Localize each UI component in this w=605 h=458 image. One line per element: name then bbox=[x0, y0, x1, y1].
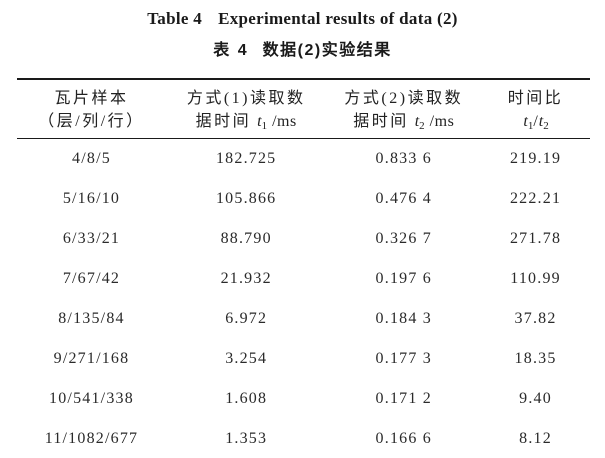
caption-text-cn: 数据(2)实验结果 bbox=[262, 42, 392, 59]
cell-t2: 0.476 4 bbox=[375, 190, 432, 207]
table-row: 10/541/338 1.608 0.171 2 9.40 bbox=[17, 379, 590, 419]
cell-t1: 105.866 bbox=[215, 190, 277, 207]
col-header-tile-sample-line2: （层/列/行） bbox=[38, 113, 145, 130]
cell-t1: 6.972 bbox=[225, 310, 268, 327]
col-header-tile-sample: 瓦片样本 （层/列/行） bbox=[17, 79, 166, 139]
cell-ratio: 222.21 bbox=[509, 190, 562, 207]
col-header-method2-time: 方式(2)读取数 据时间 t2/ms bbox=[326, 79, 482, 139]
col-header-method1-time: 方式(1)读取数 据时间 t1/ms bbox=[165, 79, 327, 139]
col-header-method1-line2: 据时间 t1/ms bbox=[195, 113, 297, 132]
cell-t2: 0.326 7 bbox=[375, 230, 432, 247]
cell-sample: 8/135/84 bbox=[58, 310, 125, 327]
col-header-method2-line1: 方式(2)读取数 bbox=[344, 90, 464, 107]
cell-t1: 1.608 bbox=[225, 390, 268, 407]
cell-t1: 1.353 bbox=[225, 430, 268, 447]
cell-t2: 0.171 2 bbox=[375, 390, 432, 407]
cell-ratio: 18.35 bbox=[514, 350, 557, 367]
col-header-method2-line2: 据时间 t2/ms bbox=[353, 113, 455, 132]
cell-t2: 0.197 6 bbox=[375, 270, 432, 287]
caption-text-en: Experimental results of data (2) bbox=[218, 9, 458, 28]
cell-sample: 10/541/338 bbox=[49, 390, 134, 407]
col-header-method1-line1: 方式(1)读取数 bbox=[186, 90, 306, 107]
caption-label-en: Table 4 bbox=[147, 9, 203, 28]
cell-ratio: 8.12 bbox=[519, 430, 552, 447]
header-row: 瓦片样本 （层/列/行） 方式(1)读取数 据时间 t1/ms 方式(2)读取数 … bbox=[17, 79, 590, 139]
table-caption-english: Table 4 Experimental results of data (2) bbox=[0, 0, 605, 29]
col-header-ratio-line2: t1/t2 bbox=[523, 113, 549, 132]
cell-sample: 5/16/10 bbox=[62, 190, 121, 207]
cell-t2: 0.833 6 bbox=[375, 150, 432, 167]
col-header-time-ratio: 时间比 t1/t2 bbox=[481, 79, 590, 139]
cell-t1: 182.725 bbox=[215, 150, 277, 167]
cell-ratio: 271.78 bbox=[509, 230, 562, 247]
cell-ratio: 219.19 bbox=[509, 150, 562, 167]
cell-t1: 3.254 bbox=[225, 350, 268, 367]
cell-sample: 6/33/21 bbox=[62, 230, 121, 247]
table-row: 4/8/5 182.725 0.833 6 219.19 bbox=[17, 139, 590, 180]
cell-t2: 0.166 6 bbox=[375, 430, 432, 447]
cell-ratio: 37.82 bbox=[514, 310, 557, 327]
cell-t1: 88.790 bbox=[220, 230, 272, 247]
table-row: 9/271/168 3.254 0.177 3 18.35 bbox=[17, 339, 590, 379]
table-row: 6/33/21 88.790 0.326 7 271.78 bbox=[17, 219, 590, 259]
cell-ratio: 9.40 bbox=[519, 390, 552, 407]
cell-sample: 7/67/42 bbox=[62, 270, 121, 287]
cell-sample: 4/8/5 bbox=[72, 150, 111, 167]
cell-t2: 0.184 3 bbox=[375, 310, 432, 327]
col-header-ratio-line1: 时间比 bbox=[507, 90, 564, 107]
cell-t1: 21.932 bbox=[220, 270, 272, 287]
table-row: 5/16/10 105.866 0.476 4 222.21 bbox=[17, 179, 590, 219]
results-table: 瓦片样本 （层/列/行） 方式(1)读取数 据时间 t1/ms 方式(2)读取数 … bbox=[17, 78, 590, 458]
cell-sample: 9/271/168 bbox=[53, 350, 130, 367]
cell-ratio: 110.99 bbox=[510, 270, 561, 287]
caption-label-cn: 表 4 bbox=[213, 42, 249, 59]
table-row: 8/135/84 6.972 0.184 3 37.82 bbox=[17, 299, 590, 339]
table-row: 11/1082/677 1.353 0.166 6 8.12 bbox=[17, 419, 590, 458]
cell-t2: 0.177 3 bbox=[375, 350, 432, 367]
col-header-tile-sample-line1: 瓦片样本 bbox=[54, 90, 129, 107]
table-row: 7/67/42 21.932 0.197 6 110.99 bbox=[17, 259, 590, 299]
cell-sample: 11/1082/677 bbox=[44, 430, 139, 447]
table-caption-chinese: 表 4 数据(2)实验结果 bbox=[0, 36, 605, 60]
